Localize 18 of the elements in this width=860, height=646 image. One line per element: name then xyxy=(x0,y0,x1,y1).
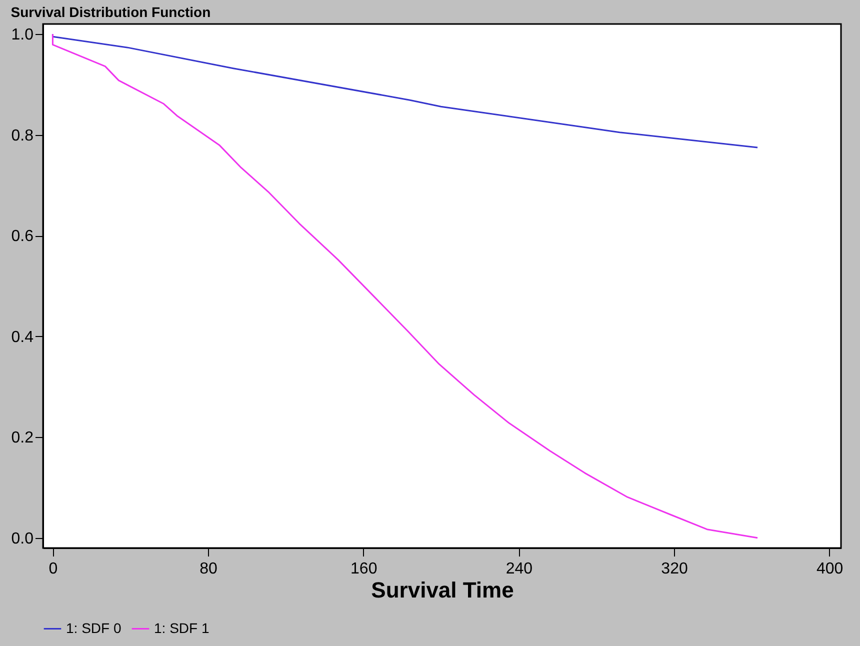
legend-label: 1: SDF 1 xyxy=(154,620,210,636)
x-tick-label: 400 xyxy=(816,560,844,578)
y-tick-label: 0.0 xyxy=(11,530,34,548)
y-tick-label: 0.4 xyxy=(11,328,34,346)
line-series xyxy=(52,33,758,539)
y-tick-label: 0.6 xyxy=(11,228,34,246)
x-tick-label: 0 xyxy=(48,560,58,578)
x-axis-title: Survival Time xyxy=(371,578,514,602)
x-tick-label: 160 xyxy=(350,560,378,578)
chart-title: Survival Distribution Function xyxy=(10,4,211,20)
y-tick-label: 1.0 xyxy=(11,26,34,44)
x-tick-label: 80 xyxy=(200,560,218,578)
y-tick-label: 0.8 xyxy=(11,127,34,144)
y-tick-label: 0.2 xyxy=(11,430,34,447)
legend-label: 1: SDF 0 xyxy=(66,620,122,636)
line-series xyxy=(52,33,758,148)
x-tick-label: 240 xyxy=(506,560,533,578)
x-tick-label: 320 xyxy=(661,560,688,578)
